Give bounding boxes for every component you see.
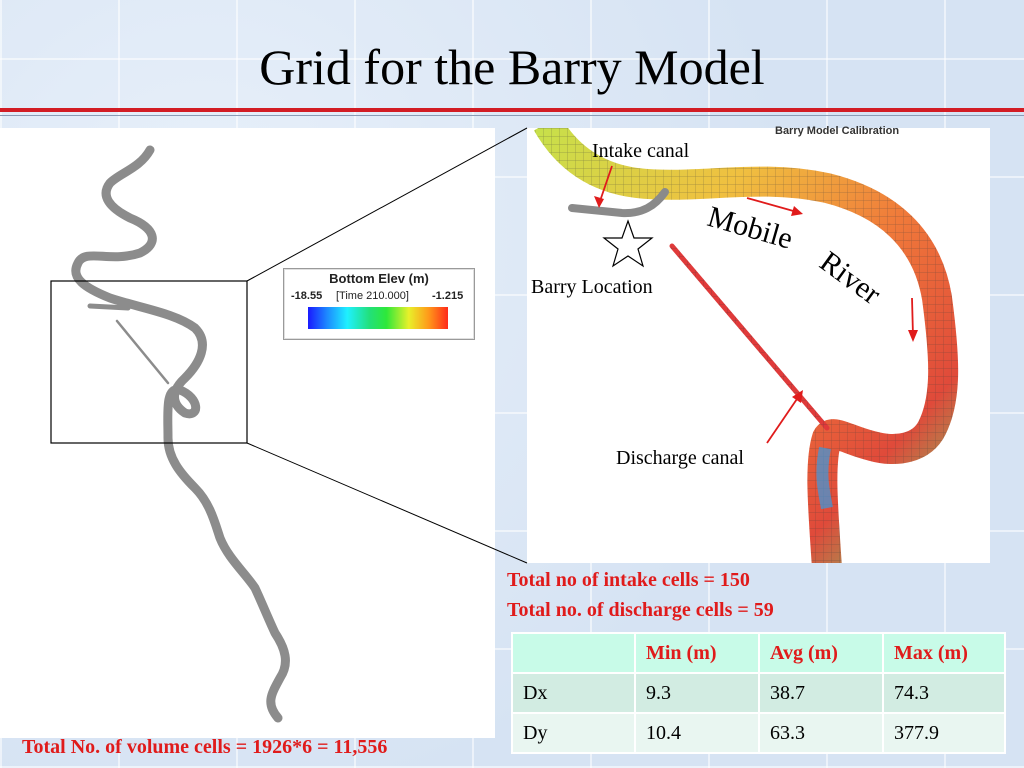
legend-min-value: -18.55 <box>291 290 323 302</box>
overview-intake-spur <box>87 303 131 311</box>
zoom-panel <box>527 128 990 563</box>
elevation-legend: Bottom Elev (m) -18.55 [Time 210.000] -1… <box>283 268 475 340</box>
table-cell: Dx <box>511 672 636 714</box>
discharge-cells-text: Total no. of discharge cells = 59 <box>507 599 774 621</box>
discharge-canal-grid <box>670 244 829 430</box>
zoom-region-box <box>50 280 248 444</box>
table-header-row: Min (m) Avg (m) Max (m) <box>511 632 1006 674</box>
table-row: Dx 9.3 38.7 74.3 <box>511 672 1006 714</box>
river-flow-arrow-right <box>908 297 918 342</box>
table-header-cell: Avg (m) <box>758 632 884 674</box>
title-divider-thin <box>0 115 1024 116</box>
table-cell: 9.3 <box>634 672 760 714</box>
overview-discharge-canal <box>115 319 170 385</box>
table-cell: Dy <box>511 712 636 754</box>
mobile-river-lower-blue <box>816 446 833 510</box>
legend-time: [Time 210.000] <box>336 290 409 302</box>
river-flow-arrow-top <box>746 197 803 216</box>
table-header-cell <box>511 632 636 674</box>
zoom-river-map <box>533 128 959 563</box>
barry-location-label: Barry Location <box>531 276 653 298</box>
table-cell: 63.3 <box>758 712 884 754</box>
table-row: Dy 10.4 63.3 377.9 <box>511 712 1006 754</box>
overview-river-map <box>50 145 290 723</box>
table-header-cell: Min (m) <box>634 632 760 674</box>
total-volume-cells-text: Total No. of volume cells = 1926*6 = 11,… <box>22 736 388 758</box>
calibration-title: Barry Model Calibration <box>775 125 900 137</box>
table-cell: 74.3 <box>882 672 1006 714</box>
barry-location-star-icon <box>602 219 654 268</box>
intake-cells-text: Total no of intake cells = 150 <box>507 569 750 591</box>
table-cell: 38.7 <box>758 672 884 714</box>
discharge-arrow <box>766 390 803 444</box>
mobile-river-grid-lines <box>533 128 959 563</box>
legend-color-bar <box>308 307 448 329</box>
overview-panel <box>0 128 495 738</box>
grid-spacing-table: Min (m) Avg (m) Max (m) Dx 9.3 38.7 74.3… <box>511 632 1006 754</box>
intake-canal-label: Intake canal <box>592 140 690 162</box>
table-cell: 377.9 <box>882 712 1006 754</box>
table-header-cell: Max (m) <box>882 632 1006 674</box>
legend-max-value: -1.215 <box>432 290 464 302</box>
overview-river-grid <box>71 145 290 723</box>
legend-title: Bottom Elev (m) <box>329 271 429 286</box>
discharge-canal-label: Discharge canal <box>616 447 744 469</box>
table-cell: 10.4 <box>634 712 760 754</box>
intake-arrow <box>594 165 613 208</box>
page-title: Grid for the Barry Model <box>259 39 765 95</box>
intake-canal-channel <box>568 188 669 218</box>
title-divider <box>0 108 1024 112</box>
cell-count-stats: Total no of intake cells = 150 Total no.… <box>507 565 774 625</box>
